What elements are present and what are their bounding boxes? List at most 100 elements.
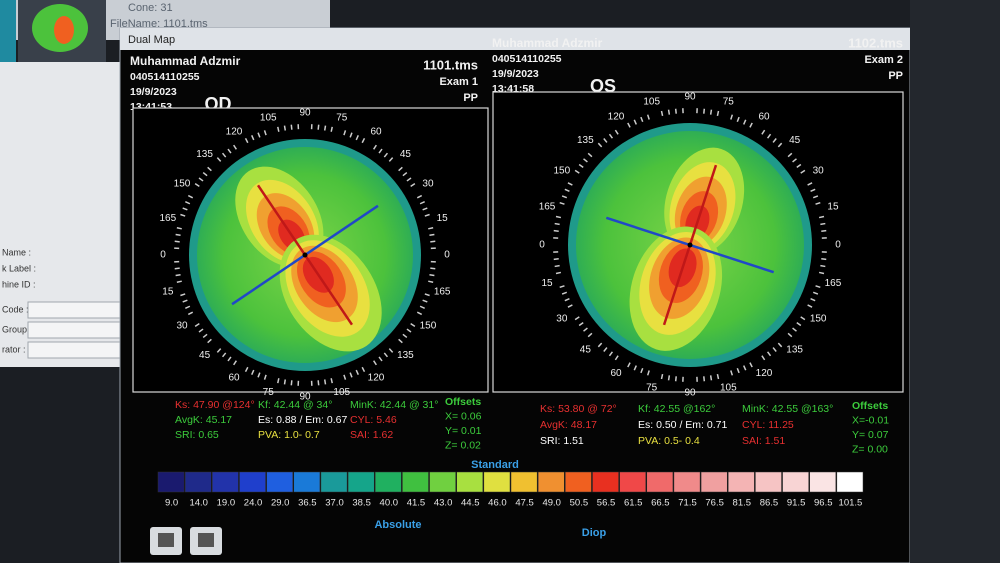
- print-preview-icon: [198, 533, 214, 547]
- angle-tick: [317, 380, 320, 386]
- angle-tick: [810, 298, 816, 302]
- scale-swatch: [293, 471, 321, 493]
- angle-tick: [815, 285, 821, 289]
- stat: PVA: 1.0- 0.7: [258, 429, 320, 441]
- angle-tick: [398, 338, 403, 344]
- angle-tick: [283, 125, 287, 131]
- angle-label: 135: [196, 149, 213, 160]
- stat: Kf: 42.55 @162°: [638, 403, 715, 415]
- stat: Kf: 42.44 @ 34°: [258, 399, 332, 411]
- angle-tick: [667, 375, 671, 381]
- angle-tick: [561, 195, 568, 199]
- angle-tick: [821, 258, 827, 261]
- stat: SAI: 1.62: [350, 429, 393, 441]
- angle-tick: [555, 271, 562, 275]
- angle-tick: [777, 342, 783, 348]
- side-panel: [0, 62, 136, 367]
- offset-z: Z= 0.02: [445, 439, 481, 451]
- angle-tick: [597, 342, 603, 348]
- angle-label: 0: [835, 240, 841, 251]
- angle-label: 30: [556, 314, 568, 325]
- angle-tick: [818, 271, 825, 275]
- scale-swatch: [510, 471, 538, 493]
- angle-tick: [355, 369, 359, 375]
- angle-tick: [553, 229, 559, 232]
- angle-tick: [810, 188, 816, 192]
- scale-value: 56.5: [597, 498, 616, 509]
- angle-tick: [202, 171, 208, 177]
- stat: Es: 0.50 / Em: 0.71: [638, 419, 727, 431]
- scale-swatch: [456, 471, 484, 493]
- field-label: Group :: [2, 324, 32, 334]
- angle-tick: [660, 373, 664, 380]
- angle-tick: [185, 201, 191, 205]
- angle-tick: [777, 142, 783, 148]
- scale-swatch: [239, 471, 266, 493]
- angle-tick: [627, 362, 631, 368]
- angle-tick: [251, 369, 255, 375]
- angle-tick: [330, 126, 333, 132]
- thumbnail-hotspot: [54, 16, 74, 44]
- angle-tick: [233, 360, 238, 366]
- angle-tick: [198, 177, 204, 182]
- scale-value: 49.0: [542, 498, 561, 509]
- angle-tick: [361, 137, 366, 144]
- angle-tick: [736, 367, 740, 374]
- angle-tick: [182, 299, 188, 303]
- angle-label: 165: [434, 286, 451, 297]
- angle-tick: [674, 108, 677, 114]
- header-patient-id: 040514110255: [492, 53, 562, 65]
- angle-tick: [174, 267, 180, 270]
- scale-value: 37.0: [325, 498, 344, 509]
- stat: SAI: 1.51: [742, 435, 785, 447]
- angle-tick: [323, 379, 327, 385]
- scale-value: 71.5: [678, 498, 697, 509]
- field-label: hine ID :: [2, 279, 36, 289]
- angle-label: 0: [539, 240, 545, 251]
- scale-swatch: [212, 471, 239, 493]
- angle-label: 150: [420, 321, 437, 332]
- angle-tick: [176, 227, 182, 230]
- angle-label: 165: [539, 201, 556, 212]
- angle-label: 75: [336, 112, 348, 123]
- angle-tick: [419, 201, 425, 205]
- angle-label: 0: [444, 250, 450, 261]
- angle-tick: [388, 348, 394, 353]
- angle-tick: [419, 305, 425, 309]
- stat: AvgK: 48.17: [540, 419, 597, 431]
- angle-label: 30: [176, 321, 188, 332]
- side-panel-fields: Name : k Label : hine ID : Code : Group : rat…: [2, 247, 135, 359]
- angle-tick: [749, 122, 753, 128]
- angle-tick: [559, 285, 565, 289]
- angle-tick: [597, 142, 603, 148]
- angle-label: 135: [397, 350, 414, 361]
- angle-tick: [555, 215, 562, 219]
- scale-value: 91.5: [787, 498, 806, 509]
- angle-tick: [703, 108, 706, 114]
- angle-tick: [627, 122, 631, 128]
- stat: Es: 0.88 / Em: 0.67: [258, 414, 347, 426]
- angle-tick: [787, 332, 793, 338]
- header-mode: PP: [463, 92, 478, 104]
- angle-tick: [251, 135, 255, 141]
- angle-tick: [583, 327, 588, 332]
- angle-tick: [646, 370, 650, 376]
- angle-tick: [263, 130, 267, 136]
- angle-tick: [185, 305, 191, 309]
- scale-swatch: [266, 471, 294, 493]
- angle-label: 60: [370, 127, 382, 138]
- angle-tick: [383, 152, 389, 158]
- scale-swatch: [320, 471, 348, 493]
- angle-tick: [176, 280, 182, 283]
- angle-label: 135: [786, 344, 803, 355]
- angle-tick: [402, 171, 408, 177]
- angle-tick: [564, 298, 570, 302]
- angle-tick: [263, 374, 267, 380]
- scale-value: 61.5: [624, 498, 643, 509]
- angle-label: 105: [333, 387, 350, 398]
- angle-label: 0: [160, 250, 166, 261]
- angle-tick: [175, 273, 181, 277]
- scale-value: 38.5: [352, 498, 371, 509]
- scale-swatch: [347, 471, 375, 493]
